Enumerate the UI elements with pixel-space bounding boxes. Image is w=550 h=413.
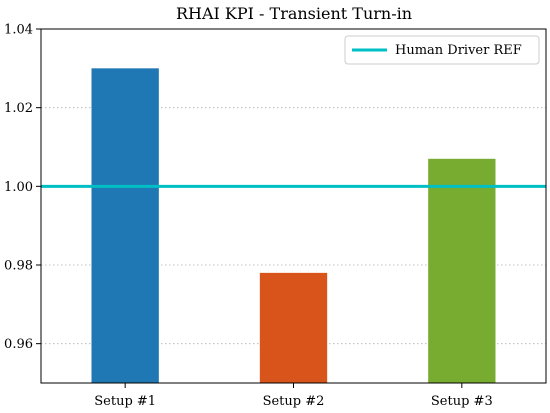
y-tick-label: 1.02 <box>4 101 33 116</box>
y-tick-label: 1.04 <box>4 23 33 38</box>
bar <box>260 273 327 383</box>
bar <box>428 159 495 383</box>
x-tick-label: Setup #3 <box>431 394 493 409</box>
bars <box>92 68 496 383</box>
x-tick-label: Setup #2 <box>263 394 325 409</box>
y-tick-label: 1.00 <box>4 180 33 195</box>
bar <box>92 68 159 383</box>
y-axis: 0.96 0.98 1.00 1.02 1.04 <box>4 23 41 353</box>
legend: Human Driver REF <box>345 36 539 64</box>
chart-title: RHAI KPI - Transient Turn-in <box>176 4 412 23</box>
y-tick-label: 0.96 <box>4 337 33 352</box>
x-tick-label: Setup #1 <box>94 394 156 409</box>
legend-label-human-driver-ref: Human Driver REF <box>395 43 522 58</box>
y-tick-label: 0.98 <box>4 259 33 274</box>
x-axis: Setup #1 Setup #2 Setup #3 <box>94 383 492 409</box>
